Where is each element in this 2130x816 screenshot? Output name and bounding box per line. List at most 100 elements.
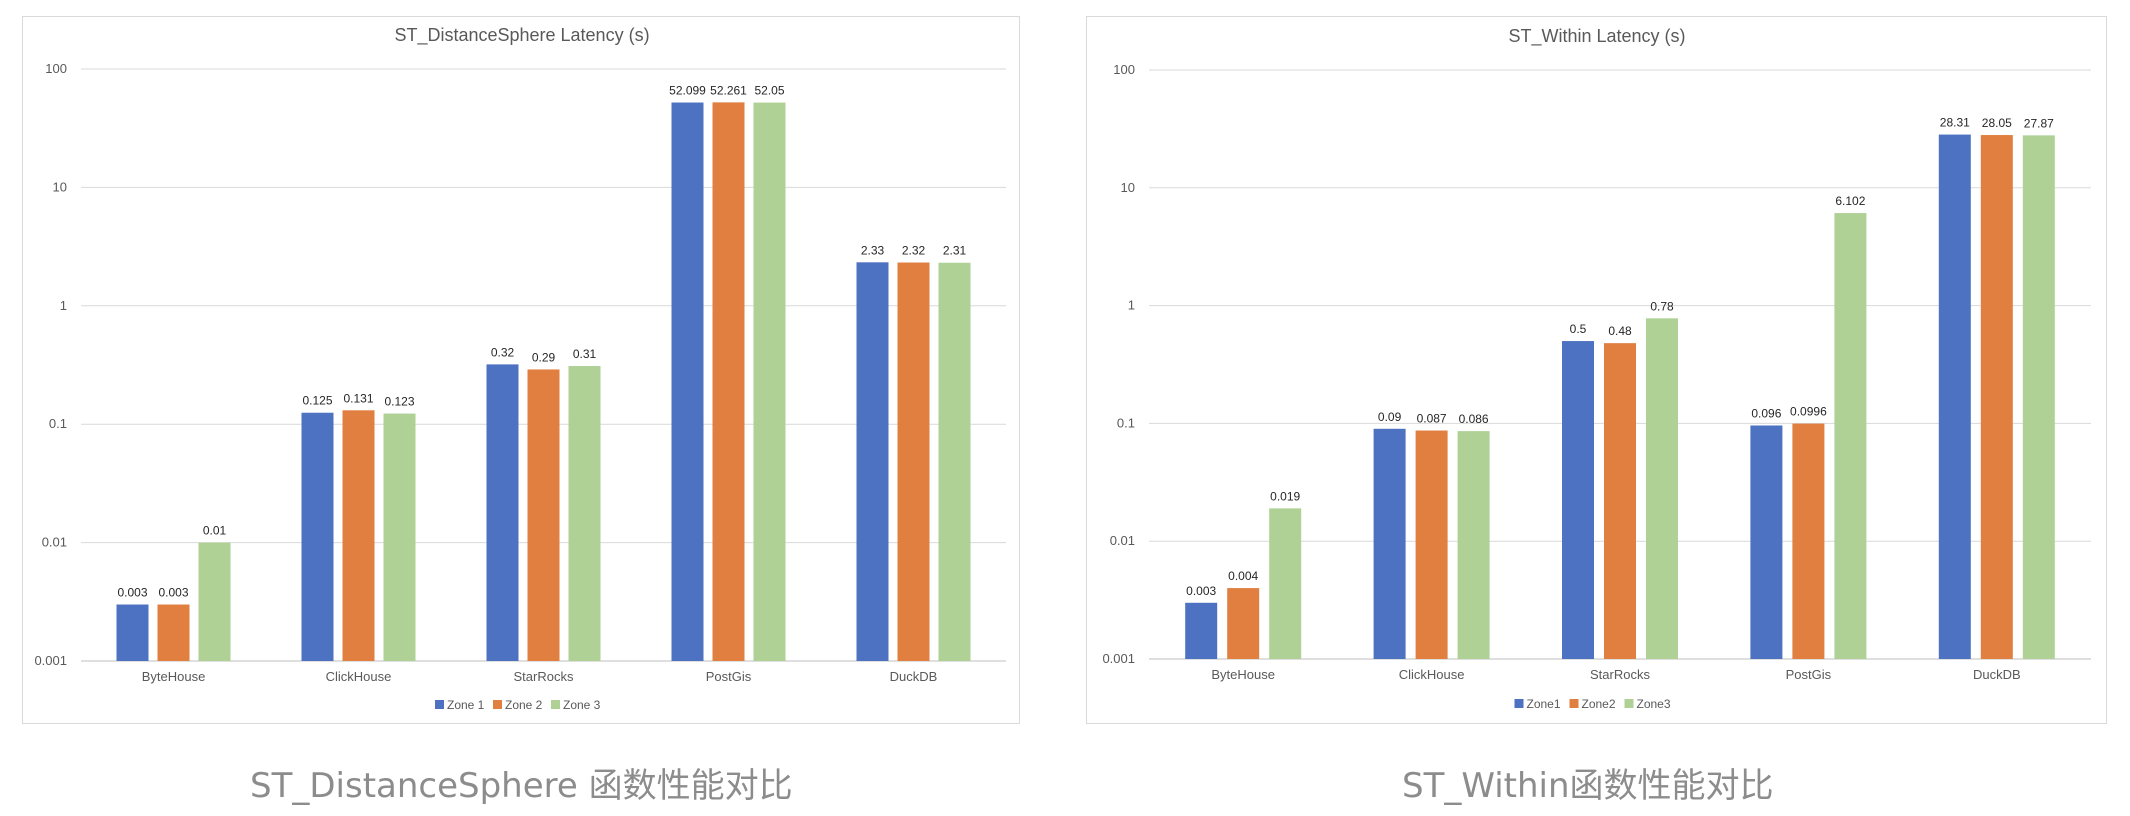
data-label: 0.096 xyxy=(1751,406,1781,420)
bar xyxy=(1269,508,1302,659)
y-tick-label: 10 xyxy=(53,179,67,194)
data-label: 2.31 xyxy=(943,244,967,258)
bar xyxy=(753,102,786,661)
data-label: 0.29 xyxy=(532,350,556,364)
y-tick-label: 100 xyxy=(45,61,67,76)
data-label: 6.102 xyxy=(1835,194,1865,208)
data-label: 0.087 xyxy=(1417,412,1447,426)
data-label: 0.123 xyxy=(384,395,414,409)
chart-title: ST_DistanceSphere Latency (s) xyxy=(394,25,649,46)
data-label: 52.05 xyxy=(754,84,784,98)
y-tick-label: 0.001 xyxy=(1102,651,1135,666)
bar xyxy=(1457,431,1490,659)
bar xyxy=(1750,425,1783,659)
legend-label: Zone 2 xyxy=(505,698,543,712)
bar xyxy=(1604,343,1636,659)
bar xyxy=(1980,135,2013,659)
y-tick-label: 0.1 xyxy=(1117,415,1135,430)
data-label: 0.5 xyxy=(1570,322,1587,336)
bar xyxy=(856,262,889,661)
bar xyxy=(1227,588,1260,659)
bar xyxy=(1834,213,1867,659)
bar xyxy=(897,262,930,661)
bar xyxy=(383,413,416,661)
x-tick-label: StarRocks xyxy=(1590,667,1650,682)
data-label: 0.125 xyxy=(302,394,332,408)
data-label: 52.261 xyxy=(710,83,747,97)
x-tick-label: StarRocks xyxy=(514,669,574,684)
bar xyxy=(527,369,560,661)
x-tick-label: DuckDB xyxy=(890,669,938,684)
data-label: 0.004 xyxy=(1228,569,1258,583)
y-tick-label: 0.01 xyxy=(42,535,67,550)
data-label: 0.003 xyxy=(117,586,147,600)
distance-sphere-chart-panel: ST_DistanceSphere Latency (s) 100 10 1 0.1 0.… xyxy=(22,16,1020,724)
bar xyxy=(568,366,601,661)
data-label: 2.32 xyxy=(902,244,926,258)
data-label: 0.48 xyxy=(1608,324,1632,338)
y-tick-label: 0.1 xyxy=(49,416,67,431)
legend-swatch xyxy=(1624,699,1634,708)
legend-swatch xyxy=(435,700,444,709)
y-tick-label: 0.01 xyxy=(1110,533,1135,548)
x-tick-label: ClickHouse xyxy=(326,669,392,684)
bar xyxy=(1938,134,1971,659)
x-tick-label: ClickHouse xyxy=(1399,667,1465,682)
chart-title: ST_Within Latency (s) xyxy=(1508,26,1685,47)
bar xyxy=(1792,423,1825,659)
bar xyxy=(342,410,375,661)
legend-label: Zone1 xyxy=(1527,697,1561,711)
bar xyxy=(1185,602,1218,659)
y-tick-label: 1 xyxy=(1128,298,1135,313)
within-chart: ST_Within Latency (s) 100 10 1 0.1 0.01 0.001 0… xyxy=(1102,26,2091,711)
bar xyxy=(486,364,519,661)
distance-sphere-chart: ST_DistanceSphere Latency (s) 100 10 1 0.1 0.… xyxy=(34,25,1006,712)
data-label: 0.003 xyxy=(1186,584,1216,598)
y-tick-label: 1 xyxy=(60,298,67,313)
legend-label: Zone 1 xyxy=(447,698,485,712)
data-label: 0.086 xyxy=(1459,412,1489,426)
bar xyxy=(198,542,231,661)
data-label: 0.09 xyxy=(1378,410,1402,424)
data-label: 0.131 xyxy=(343,391,373,405)
x-tick-label: PostGis xyxy=(706,669,752,684)
within-chart-panel: ST_Within Latency (s) 100 10 1 0.1 0.01 0.001 0… xyxy=(1086,16,2107,724)
data-label: 0.32 xyxy=(491,345,515,359)
legend-label: Zone3 xyxy=(1637,697,1671,711)
legend-label: Zone2 xyxy=(1582,697,1616,711)
data-label: 27.87 xyxy=(2024,116,2054,130)
bar xyxy=(116,604,149,661)
data-label: 52.099 xyxy=(669,84,706,98)
legend-swatch xyxy=(1569,699,1579,708)
distance-sphere-caption: ST_DistanceSphere 函数性能对比 xyxy=(250,766,793,806)
bar xyxy=(2022,135,2055,659)
y-tick-label: 0.001 xyxy=(34,653,67,668)
y-tick-label: 10 xyxy=(1121,180,1135,195)
bar xyxy=(938,262,971,661)
x-tick-label: DuckDB xyxy=(1973,667,2021,682)
within-caption: ST_Within函数性能对比 xyxy=(1402,766,1774,806)
data-label: 0.019 xyxy=(1270,489,1300,503)
bar xyxy=(157,604,190,661)
x-tick-label: ByteHouse xyxy=(142,669,206,684)
data-label: 0.01 xyxy=(203,524,227,538)
bar xyxy=(301,412,334,661)
bar xyxy=(1646,318,1678,659)
x-tick-label: ByteHouse xyxy=(1211,667,1275,682)
data-label: 0.003 xyxy=(158,586,188,600)
bar xyxy=(671,102,704,661)
bar xyxy=(1373,428,1406,659)
data-label: 28.05 xyxy=(1982,116,2012,130)
legend-swatch xyxy=(1514,699,1524,708)
bar xyxy=(1562,341,1594,659)
legend-swatch xyxy=(493,700,502,709)
legend-swatch xyxy=(551,700,560,709)
data-label: 28.31 xyxy=(1940,116,1970,130)
legend-label: Zone 3 xyxy=(563,698,601,712)
data-label: 2.33 xyxy=(861,243,885,257)
y-tick-label: 100 xyxy=(1113,62,1135,77)
bar xyxy=(712,102,745,662)
data-label: 0.78 xyxy=(1650,299,1674,313)
data-label: 0.31 xyxy=(573,347,597,361)
data-label: 0.0996 xyxy=(1790,405,1827,419)
